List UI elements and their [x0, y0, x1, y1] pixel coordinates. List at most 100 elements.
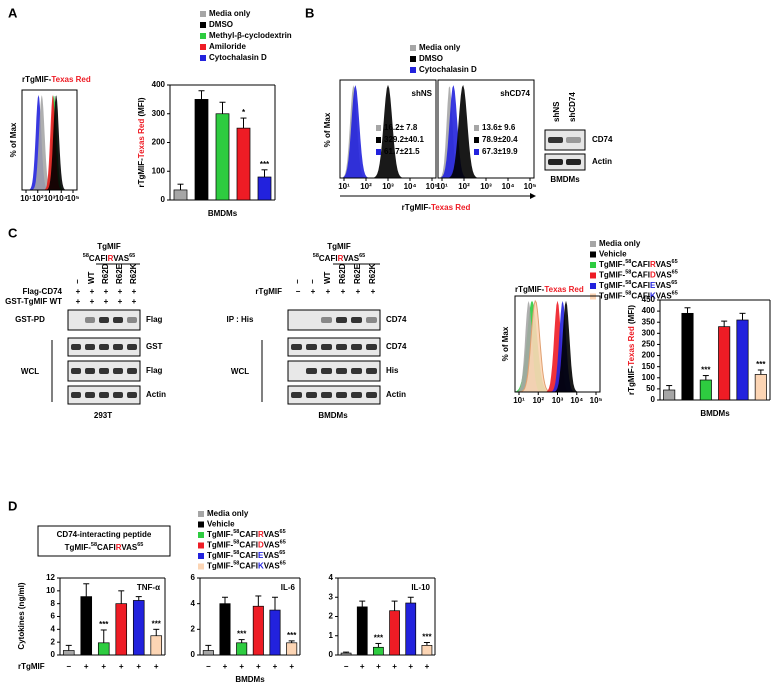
blot-peptide-part: 58 [313, 253, 319, 259]
legend-label-part: CAFI [631, 292, 650, 301]
legend-label-part: VAS [656, 260, 673, 269]
hist-title-part: Texas Red [544, 285, 584, 294]
blot-column: R62E [353, 263, 362, 284]
legend-label: DMSO [209, 20, 233, 29]
y-tick-label: 6 [191, 573, 196, 582]
blot-band [291, 392, 302, 398]
significance: *** [99, 620, 109, 629]
legend-swatch [200, 44, 206, 50]
y-tick-label: 50 [646, 384, 655, 393]
peptide-box-seq-part: 65 [137, 542, 143, 548]
blot-sign: + [104, 297, 109, 306]
stat-swatch [474, 137, 479, 143]
y-label-part: Texas Red [137, 119, 146, 159]
peptide-box-seq-part: R [116, 543, 122, 552]
x-tick-label: − [206, 662, 211, 671]
blot-band [127, 392, 137, 398]
bar [736, 319, 749, 401]
blot-sign: + [132, 287, 137, 296]
blot-sign: + [90, 287, 95, 296]
legend-label-part: TgMIF- [207, 541, 234, 550]
legend-label-part: CAFI [631, 281, 650, 290]
y-tick-label: 4 [329, 573, 334, 582]
legend-swatch [590, 251, 596, 258]
significance: *** [756, 360, 766, 369]
legend-label-part: VAS [263, 551, 280, 560]
blot-box [287, 309, 381, 331]
bar [681, 312, 694, 401]
bar [389, 610, 400, 656]
blot-column: WT [87, 271, 96, 284]
bar [663, 389, 676, 401]
blot-header: TgMIF [327, 242, 351, 251]
legend-label-part: 58 [233, 540, 239, 546]
blot-band-label: CD74 [592, 135, 613, 144]
blot-band-label: Flag [146, 315, 163, 324]
blot-band [99, 392, 109, 398]
histogram [21, 89, 78, 191]
bar [194, 99, 209, 201]
blot-column: − [293, 279, 302, 284]
hist-tick-label: 10¹ [436, 182, 448, 191]
x-label: BMDMs [208, 209, 238, 218]
legend-swatch [590, 272, 596, 279]
stat-text: 329.2±40.1 [384, 135, 425, 144]
legend-label-part: TgMIF- [207, 530, 234, 539]
hist-tick-label: 10⁴ [404, 182, 417, 191]
hist-xlabel: rTgMIF-Texas Red [402, 203, 471, 212]
blot-peptide-part: R [108, 254, 114, 263]
blot-column: shCD74 [568, 92, 577, 122]
blot-band-label: Flag [146, 366, 163, 375]
blot-band [366, 368, 377, 374]
legend-label-part: VAS [264, 562, 281, 571]
y-tick-label: 100 [152, 166, 166, 175]
hist-xlabel-part: rTgMIF- [402, 203, 432, 212]
y-tick-label: 4 [191, 599, 196, 608]
hist-tick-label: 10⁴ [570, 396, 583, 405]
blot-band-label: His [386, 366, 399, 375]
panel-label: A [8, 5, 18, 20]
blot-group: IP : His [227, 315, 255, 324]
histogram-curve [515, 301, 600, 392]
y-tick-label: 300 [642, 328, 656, 337]
y-tick-label: 0 [51, 650, 56, 659]
legend-label-part: 58 [625, 259, 631, 265]
blot-sign: − [296, 287, 301, 296]
stat-text: 16.2± 7.8 [384, 123, 418, 132]
legend-swatch [410, 56, 416, 62]
hist-tick-label: 10² [32, 194, 44, 203]
bar [340, 652, 352, 656]
blot-cell: BMDMs [550, 175, 580, 184]
stat-swatch [376, 149, 381, 155]
legend-label-part: CAFI [239, 530, 258, 539]
blot-column: WT [323, 271, 332, 284]
stat-text: 13.6± 9.6 [482, 123, 516, 132]
blot-band [113, 317, 123, 323]
significance: *** [701, 366, 711, 375]
significance: * [242, 108, 246, 117]
blot-box [544, 129, 586, 151]
legend-label-part: R [258, 530, 264, 539]
legend-label: Media only [209, 9, 251, 18]
significance: *** [260, 160, 270, 169]
legend-label-part: TgMIF- [599, 281, 626, 290]
blot-band [321, 368, 332, 374]
y-tick-label: 3 [329, 592, 334, 601]
blot-band-label: Actin [592, 157, 612, 166]
x-tick-label: + [119, 662, 124, 671]
legend-label-part: 65 [672, 259, 678, 265]
legend-label-part: K [650, 292, 656, 301]
blot-band [336, 392, 347, 398]
hist-tick-label: 10² [458, 182, 470, 191]
hist-tick-label: 10² [532, 396, 544, 405]
blot-band-label: Actin [386, 390, 406, 399]
legend-label-part: 58 [625, 291, 631, 297]
y-tick-label: 8 [51, 599, 56, 608]
bar [115, 603, 128, 656]
y-tick-label: 10 [46, 586, 55, 595]
histogram-curve [438, 85, 534, 178]
bar [219, 603, 231, 656]
blot-column: R62D [101, 263, 110, 284]
blot-column: shNS [552, 101, 561, 122]
blot-band [548, 137, 563, 143]
